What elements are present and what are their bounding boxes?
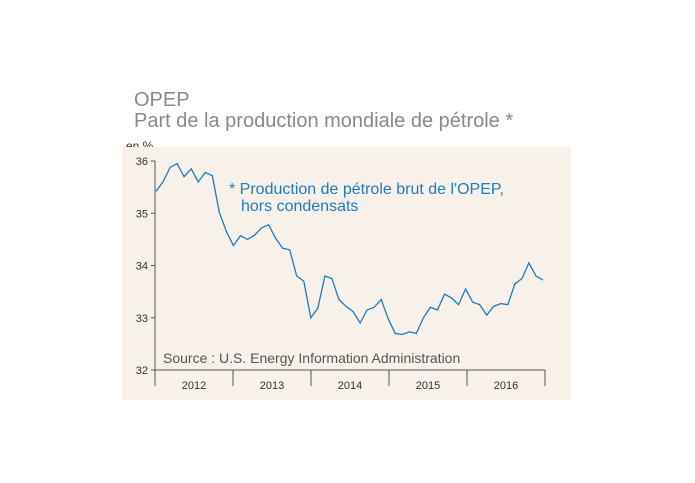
x-tick-label: 2015 xyxy=(416,380,440,392)
x-tick-label: 2012 xyxy=(182,380,206,392)
annotation-line-2: hors condensats xyxy=(241,198,359,215)
source-note: Source : U.S. Energy Information Adminis… xyxy=(163,350,461,366)
y-tick-label: 34 xyxy=(136,261,148,273)
y-axis: 32 33 34 35 36 xyxy=(136,156,156,377)
y-tick-label: 32 xyxy=(136,365,148,377)
annotation-line-1: * Production de pétrole brut de l'OPEP, xyxy=(229,181,504,198)
series-line-opep xyxy=(155,162,544,336)
x-tick-label: 2016 xyxy=(494,380,518,392)
x-axis: 2012 2013 2014 2015 2016 xyxy=(154,369,546,392)
y-tick-label: 35 xyxy=(136,208,148,220)
x-tick-label: 2014 xyxy=(338,380,362,392)
chart-panel xyxy=(122,147,571,400)
y-tick-label: 33 xyxy=(136,313,148,325)
chart-subtitle: Part de la production mondiale de pétrol… xyxy=(134,110,514,132)
chart-title: OPEP xyxy=(134,89,190,111)
x-tick-label: 2013 xyxy=(260,380,284,392)
y-tick-label: 36 xyxy=(136,156,148,168)
